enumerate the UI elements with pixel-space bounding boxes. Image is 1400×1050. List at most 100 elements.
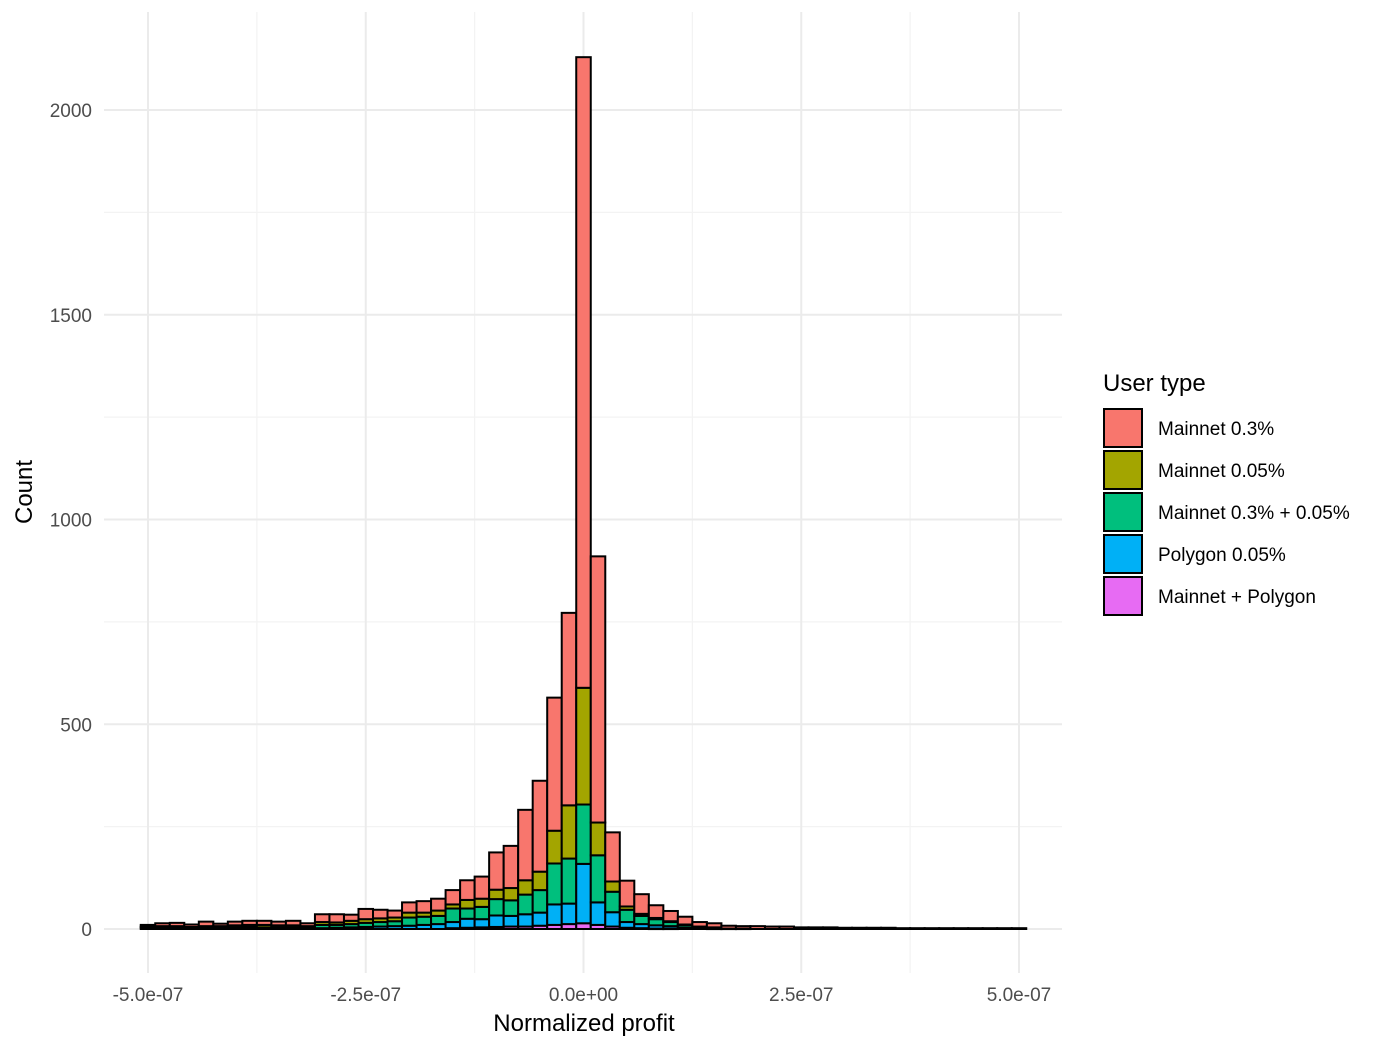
bar-segment [444,889,462,906]
legend-key [1103,408,1143,448]
bar-segment [139,923,157,928]
bar-segment [952,927,970,931]
x-tick-label: -5.0e-07 [113,985,184,1006]
bar-segment [531,779,549,873]
bar-segment [575,803,592,865]
bar-segment [865,926,883,930]
legend-key [1103,534,1143,574]
bar-segment [459,898,476,910]
legend-label: Mainnet 0.3% + 0.05% [1158,503,1350,524]
bar-segment [183,923,200,928]
bar-segment [415,915,433,926]
y-tick-label: 1000 [50,511,92,532]
bar-segment [517,893,534,916]
bar-segment [502,887,520,902]
legend-label: Mainnet + Polygon [1158,587,1316,608]
bar-segment [880,926,897,930]
bar-segment [488,888,505,901]
bar-segment [851,926,868,930]
bar-segment [546,696,563,832]
bar-segment [633,893,650,915]
bar-segment [560,857,578,905]
bar-segment [372,908,389,920]
bar-segment [546,903,563,926]
legend-label: Mainnet 0.3% [1158,419,1274,440]
bar-segment [560,611,578,807]
bar-segment [386,909,404,919]
bar-segment [604,890,621,914]
bar-segment [357,907,375,921]
x-tick-label: 2.5e-07 [769,985,833,1006]
bar-segment [996,927,1013,931]
bar-segment [909,927,926,931]
histogram-bars [139,56,1028,931]
bar-segment [734,925,752,930]
bar-segment [981,927,999,931]
bar-segment [502,844,520,890]
bar-segment [313,913,331,924]
bar-segment [531,870,549,892]
bar-segment [923,927,941,931]
bar-segment [604,911,621,928]
bar-segment [546,829,563,865]
bar-segment [502,914,520,928]
x-tick-label: 0.0e+00 [549,985,618,1006]
bar-segment [560,902,578,926]
bar-segment [792,926,810,930]
bar-segment [299,922,316,928]
bar-segment [284,919,302,927]
bar-segment [618,879,636,908]
bar-segment [589,854,607,904]
bar-segment [488,851,505,891]
bar-segment [255,919,273,926]
legend-label: Mainnet 0.05% [1158,461,1285,482]
bar-segment [473,897,491,908]
y-axis-title: Count [11,460,38,524]
bar-segment [444,907,462,924]
bar-segment [328,913,345,924]
bar-segment [589,901,607,926]
bar-segment [575,56,592,689]
bar-segment [618,908,636,924]
bar-segment [836,926,854,930]
legend-key [1103,492,1143,532]
bar-segment [473,905,491,921]
y-tick-label: 500 [60,715,92,736]
bar-segment [488,914,505,928]
bar-segment [270,920,287,927]
bar-segment [604,880,621,893]
bar-segment [459,879,476,901]
bar-segment [401,901,418,914]
bar-segment [459,917,476,929]
y-axis-tick-labels: 0 500 1000 1500 2000 [50,101,92,941]
bar-segment [662,909,679,923]
bar-segment [647,904,665,919]
bar-segment [488,898,505,917]
bar-segment [749,925,766,930]
legend-key [1103,576,1143,616]
x-tick-label: -2.5e-07 [330,985,401,1006]
bar-segment [502,899,520,917]
bar-segment [894,927,912,931]
bar-segment [763,925,781,931]
legend-key [1103,450,1143,490]
bar-segment [473,918,491,929]
bar-segment [401,916,418,927]
bar-segment [589,821,607,857]
x-axis-tick-labels: -5.0e-07 -2.5e-07 0.0e+00 2.5e-07 5.0e-07 [113,985,1052,1006]
bar-segment [430,914,447,926]
bar-segment [531,911,549,927]
bar-segment [517,913,534,928]
bar-segment [212,922,229,928]
bar-segment [531,889,549,914]
bar-segment [822,926,839,930]
bar-segment [604,831,621,883]
bar-segment [807,926,825,930]
bar-segment [226,920,244,927]
bar-segment [589,555,607,824]
bar-segment [633,914,650,926]
y-tick-label: 2000 [50,101,92,122]
bar-segment [473,875,491,900]
x-tick-label: 5.0e-07 [987,985,1051,1006]
